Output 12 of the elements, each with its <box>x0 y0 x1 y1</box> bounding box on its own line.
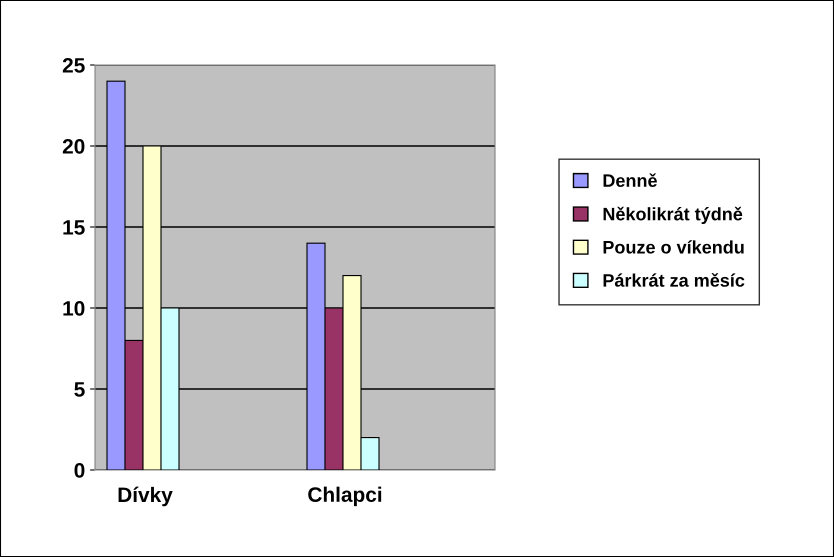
y-tick-label: 15 <box>63 220 85 235</box>
x-tick-label: Chlapci <box>308 486 382 506</box>
legend-label: Párkrát za měsíc <box>604 273 744 287</box>
y-tick-label: 20 <box>62 139 84 154</box>
y-tick-label: 25 <box>62 58 85 73</box>
legend-label: Denně <box>604 173 657 187</box>
x-tick-label: Dívky <box>118 486 173 506</box>
y-tick-label: 10 <box>63 301 84 316</box>
y-tick-label: 5 <box>74 382 85 397</box>
legend-label: Několikrát týdně <box>604 206 742 224</box>
legend-label: Pouze o víkendu <box>604 240 744 254</box>
y-tick-label: 0 <box>74 463 84 478</box>
